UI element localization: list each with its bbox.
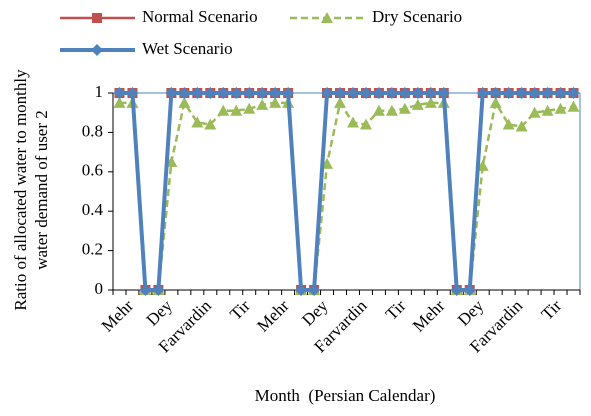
data-point xyxy=(256,87,269,99)
x-tick-label: Tir xyxy=(537,296,565,324)
data-point xyxy=(126,87,139,99)
data-point xyxy=(398,102,411,114)
legend-label: Normal Scenario xyxy=(142,7,258,26)
data-point xyxy=(178,96,191,108)
y-tick-label: 0.4 xyxy=(82,200,104,219)
data-point xyxy=(165,87,178,99)
data-point xyxy=(321,87,334,99)
data-point xyxy=(152,284,165,296)
data-point xyxy=(269,87,282,99)
data-point xyxy=(528,106,541,118)
data-point xyxy=(515,120,528,132)
data-point xyxy=(567,87,580,99)
data-point xyxy=(385,104,398,116)
data-point xyxy=(554,102,567,114)
y-tick-label: 0.2 xyxy=(82,240,103,259)
data-point xyxy=(463,284,476,296)
data-point xyxy=(424,87,437,99)
data-point xyxy=(204,118,217,130)
series-line xyxy=(119,91,574,292)
data-point xyxy=(385,87,398,99)
data-point xyxy=(217,87,230,99)
y-tick-label: 0 xyxy=(95,279,104,298)
data-point xyxy=(502,118,515,130)
data-point xyxy=(230,87,243,99)
data-point xyxy=(541,87,554,99)
x-axis-label: Month (Persian Calendar) xyxy=(255,386,436,405)
data-point xyxy=(346,87,359,99)
x-tick-label: Mehr xyxy=(98,296,138,336)
data-point xyxy=(282,87,295,99)
legend-label: Dry Scenario xyxy=(372,7,462,26)
data-point xyxy=(346,116,359,128)
data-point xyxy=(359,87,372,99)
legend-label: Wet Scenario xyxy=(142,39,233,58)
y-tick-label: 0.8 xyxy=(82,121,103,140)
data-point xyxy=(113,87,126,99)
x-tick-label: Tir xyxy=(382,296,410,324)
data-point xyxy=(515,87,528,99)
data-point xyxy=(476,87,489,99)
data-point xyxy=(295,284,308,296)
data-point xyxy=(204,87,217,99)
data-point xyxy=(450,284,463,296)
y-tick-label: 0.6 xyxy=(82,161,103,180)
y-axis-label: water demand of user 2 xyxy=(32,110,51,270)
data-point xyxy=(243,102,256,114)
y-tick-label: 1 xyxy=(95,82,104,101)
data-point xyxy=(541,104,554,116)
data-point xyxy=(178,87,191,99)
data-point xyxy=(424,96,437,108)
data-point xyxy=(567,100,580,112)
data-point xyxy=(398,87,411,99)
data-point xyxy=(191,87,204,99)
data-point xyxy=(489,87,502,99)
x-tick-label: Dey xyxy=(298,296,332,330)
data-point xyxy=(437,87,450,99)
x-tick-label: Dey xyxy=(454,296,488,330)
data-point xyxy=(334,96,347,108)
data-point xyxy=(359,118,372,130)
x-tick-label: Mehr xyxy=(253,296,293,336)
data-point xyxy=(554,87,567,99)
data-point xyxy=(230,104,243,116)
data-point xyxy=(243,87,256,99)
series-line xyxy=(119,99,574,292)
data-point xyxy=(269,96,282,108)
x-tick-label: Mehr xyxy=(409,296,449,336)
x-tick-label: Dey xyxy=(143,296,177,330)
data-point xyxy=(411,98,424,110)
data-point xyxy=(528,87,541,99)
legend-marker xyxy=(321,12,333,23)
series-line xyxy=(119,91,574,292)
data-point xyxy=(256,98,269,110)
data-point xyxy=(372,87,385,99)
data-point xyxy=(113,96,126,108)
data-point xyxy=(411,87,424,99)
data-point xyxy=(139,284,152,296)
legend-marker xyxy=(91,44,103,56)
y-axis-label: Ratio of allocated water to monthly xyxy=(11,69,30,311)
data-point xyxy=(489,96,502,108)
data-point xyxy=(191,116,204,128)
data-point xyxy=(372,104,385,116)
data-point xyxy=(308,284,321,296)
x-tick-label: Tir xyxy=(226,296,254,324)
data-point xyxy=(217,104,230,116)
data-point xyxy=(334,87,347,99)
legend-marker xyxy=(92,13,102,23)
data-point xyxy=(502,87,515,99)
